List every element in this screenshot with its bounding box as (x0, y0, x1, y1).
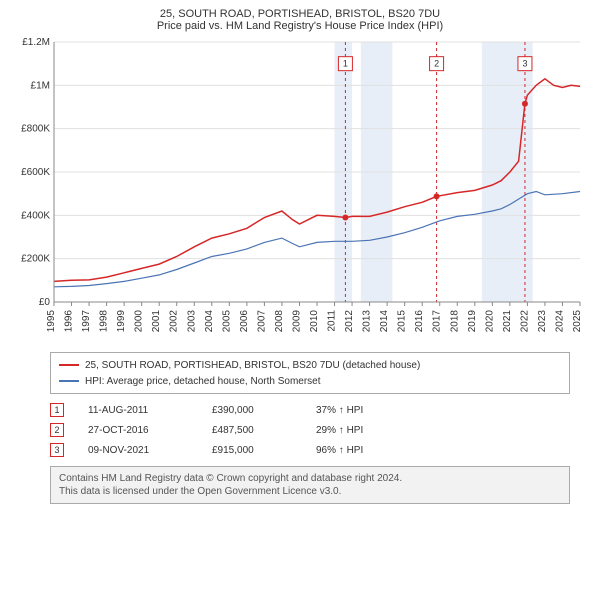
svg-text:2020: 2020 (484, 310, 495, 333)
svg-text:1999: 1999 (116, 310, 127, 333)
sale-marker: 3 (50, 443, 64, 457)
svg-text:2003: 2003 (186, 310, 197, 333)
svg-text:2012: 2012 (344, 310, 355, 333)
svg-text:2009: 2009 (291, 310, 302, 333)
svg-text:2017: 2017 (432, 310, 443, 333)
sale-marker: 2 (50, 423, 64, 437)
legend-row: HPI: Average price, detached house, Nort… (59, 373, 561, 389)
svg-text:£1M: £1M (31, 80, 50, 91)
svg-text:2021: 2021 (502, 310, 513, 333)
legend-swatch (59, 364, 79, 366)
svg-text:3: 3 (522, 59, 527, 69)
svg-text:1998: 1998 (99, 310, 110, 333)
svg-text:2022: 2022 (519, 310, 530, 333)
svg-text:2002: 2002 (169, 310, 180, 333)
sale-price: £487,500 (212, 425, 292, 436)
svg-text:2019: 2019 (467, 310, 478, 333)
title-line-2: Price paid vs. HM Land Registry's House … (10, 20, 590, 32)
svg-text:2025: 2025 (572, 310, 583, 333)
svg-text:£600K: £600K (21, 167, 50, 178)
svg-text:2000: 2000 (134, 310, 145, 333)
svg-text:1997: 1997 (81, 310, 92, 333)
svg-text:2018: 2018 (449, 310, 460, 333)
svg-text:2006: 2006 (239, 310, 250, 333)
legend: 25, SOUTH ROAD, PORTISHEAD, BRISTOL, BS2… (50, 352, 570, 394)
legend-label: HPI: Average price, detached house, Nort… (85, 376, 321, 387)
title-line-1: 25, SOUTH ROAD, PORTISHEAD, BRISTOL, BS2… (10, 8, 590, 20)
svg-text:1995: 1995 (46, 310, 57, 333)
svg-text:£200K: £200K (21, 254, 50, 265)
sale-date: 11-AUG-2011 (88, 405, 188, 416)
svg-text:1996: 1996 (64, 310, 75, 333)
svg-text:2010: 2010 (309, 310, 320, 333)
footer-line-2: This data is licensed under the Open Gov… (59, 485, 561, 498)
sale-diff: 96% ↑ HPI (316, 445, 416, 456)
sale-row: 2 27-OCT-2016 £487,500 29% ↑ HPI (50, 420, 570, 440)
svg-text:2023: 2023 (537, 310, 548, 333)
legend-label: 25, SOUTH ROAD, PORTISHEAD, BRISTOL, BS2… (85, 360, 420, 371)
svg-text:1: 1 (343, 59, 348, 69)
sale-marker: 1 (50, 403, 64, 417)
svg-text:2001: 2001 (151, 310, 162, 333)
sales-table: 1 11-AUG-2011 £390,000 37% ↑ HPI 2 27-OCT-201… (50, 400, 570, 460)
footer-attribution: Contains HM Land Registry data © Crown c… (50, 466, 570, 504)
svg-text:2: 2 (434, 59, 439, 69)
sale-price: £915,000 (212, 445, 292, 456)
svg-text:£400K: £400K (21, 210, 50, 221)
sale-diff: 29% ↑ HPI (316, 425, 416, 436)
chart-area: £0 £200K £400K £600K £800K £1M £1.2M 1995 1996 19… (10, 36, 590, 346)
svg-text:£800K: £800K (21, 124, 50, 135)
svg-text:£1.2M: £1.2M (22, 37, 50, 48)
svg-text:2013: 2013 (362, 310, 373, 333)
sale-price: £390,000 (212, 405, 292, 416)
sale-row: 3 09-NOV-2021 £915,000 96% ↑ HPI (50, 440, 570, 460)
svg-text:2008: 2008 (274, 310, 285, 333)
footer-line-1: Contains HM Land Registry data © Crown c… (59, 472, 561, 485)
svg-text:2024: 2024 (554, 310, 565, 333)
sale-diff: 37% ↑ HPI (316, 405, 416, 416)
svg-text:2014: 2014 (379, 310, 390, 333)
legend-row: 25, SOUTH ROAD, PORTISHEAD, BRISTOL, BS2… (59, 357, 561, 373)
svg-text:2004: 2004 (204, 310, 215, 333)
svg-text:£0: £0 (39, 297, 51, 308)
legend-swatch (59, 380, 79, 382)
sale-row: 1 11-AUG-2011 £390,000 37% ↑ HPI (50, 400, 570, 420)
svg-text:2005: 2005 (221, 310, 232, 333)
svg-text:2007: 2007 (256, 310, 267, 333)
sale-date: 09-NOV-2021 (88, 445, 188, 456)
chart-title: 25, SOUTH ROAD, PORTISHEAD, BRISTOL, BS2… (10, 8, 590, 32)
svg-text:2011: 2011 (327, 310, 338, 332)
chart-svg: £0 £200K £400K £600K £800K £1M £1.2M 1995 1996 19… (10, 36, 590, 346)
svg-text:2015: 2015 (397, 310, 408, 333)
sale-date: 27-OCT-2016 (88, 425, 188, 436)
svg-text:2016: 2016 (414, 310, 425, 333)
